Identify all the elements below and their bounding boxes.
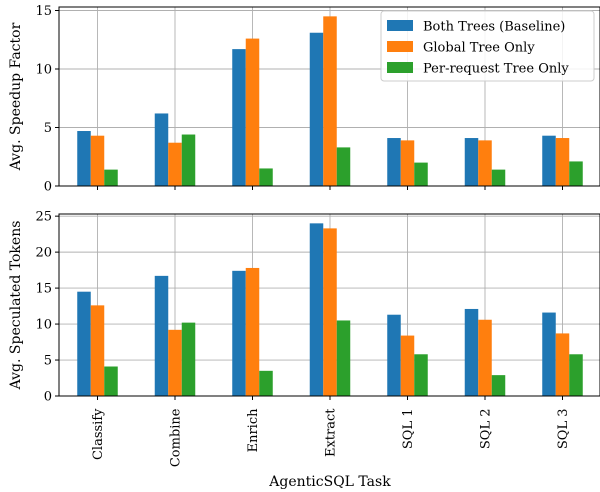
bar-per-request-tree-only-enrich [259,370,273,396]
x-axis-title: AgenticSQL Task [268,474,391,490]
bar-global-tree-only-combine [168,142,182,186]
x-tick-label-extract: Extract [324,408,339,457]
bar-per-request-tree-only-extract [336,320,351,396]
y-tick-label: 0 [44,180,52,195]
bar-per-request-tree-only-sql-2 [491,169,506,186]
legend-label-per-request-tree-only: Per-request Tree Only [423,62,569,77]
bar-both-trees-baseline-extract [309,223,324,396]
bar-both-trees-baseline-sql-2 [464,308,479,396]
bar-global-tree-only-sql-3 [555,138,570,186]
bar-per-request-tree-only-combine [181,322,196,396]
bar-per-request-tree-only-classify [104,169,118,186]
bar-per-request-tree-only-combine [181,134,196,186]
bar-per-request-tree-only-sql-2 [491,375,506,396]
bar-both-trees-baseline-enrich [232,49,246,186]
bar-both-trees-baseline-sql-3 [542,312,556,396]
bar-both-trees-baseline-sql-3 [542,135,556,186]
bar-global-tree-only-enrich [245,267,260,396]
x-tick-label-enrich: Enrich [246,408,261,453]
y-tick-label: 10 [35,318,52,333]
bar-per-request-tree-only-classify [104,366,118,396]
bar-per-request-tree-only-extract [336,147,351,186]
x-tick-label-classify: Classify [91,408,106,460]
bar-both-trees-baseline-classify [77,291,91,396]
y-tick-label: 5 [44,354,52,369]
legend-swatch-both-trees-baseline [387,20,413,31]
x-tick-label-sql-2: SQL 2 [479,409,494,450]
bar-both-trees-baseline-combine [154,113,169,186]
y-tick-label: 15 [35,282,52,297]
bar-global-tree-only-extract [323,228,337,396]
bar-global-tree-only-classify [90,305,105,396]
x-tick-label-combine: Combine [169,408,184,467]
bar-global-tree-only-sql-1 [400,335,415,396]
y-axis-title: Avg. Speculated Tokens [8,221,24,391]
panel-speculated-tokens: 0 5 10 15 20 25 Classify Combine Enrich Extract SQ… [8,210,600,467]
legend: Both Trees (Baseline) Global Tree Only Per… [380,10,595,82]
bar-global-tree-only-enrich [245,38,260,187]
x-tick-label-sql-1: SQL 1 [401,409,416,450]
bar-global-tree-only-sql-1 [400,140,415,186]
y-axis-title: Avg. Speedup Factor [8,22,24,171]
bar-both-trees-baseline-combine [154,275,169,396]
bar-per-request-tree-only-sql-1 [414,162,428,186]
bar-both-trees-baseline-extract [309,32,324,187]
legend-box [380,10,595,82]
bar-both-trees-baseline-sql-2 [464,138,479,186]
legend-label-global-tree-only: Global Tree Only [423,41,535,56]
bar-global-tree-only-classify [90,135,105,186]
bar-per-request-tree-only-enrich [259,168,273,186]
bar-both-trees-baseline-classify [77,131,91,186]
y-tick-label: 0 [44,390,52,405]
bar-global-tree-only-sql-3 [555,333,570,396]
legend-label-both-trees-baseline: Both Trees (Baseline) [423,20,565,35]
y-tick-label: 10 [35,63,52,78]
bar-both-trees-baseline-sql-1 [387,138,401,186]
bar-global-tree-only-combine [168,329,182,396]
bar-global-tree-only-sql-2 [478,319,492,396]
bar-both-trees-baseline-enrich [232,270,246,396]
bar-global-tree-only-extract [323,16,337,186]
legend-swatch-per-request-tree-only [387,62,413,73]
bar-per-request-tree-only-sql-3 [569,161,583,186]
legend-swatch-global-tree-only [387,41,413,52]
bar-per-request-tree-only-sql-3 [569,354,583,396]
panel-speedup: 0 5 10 15 Avg. Speedup Factor [8,4,600,195]
bar-both-trees-baseline-sql-1 [387,314,401,396]
y-tick-label: 15 [35,4,52,19]
y-tick-label: 5 [44,121,52,136]
x-tick-label-sql-3: SQL 3 [556,409,571,450]
bar-global-tree-only-sql-2 [478,140,492,186]
y-tick-label: 20 [35,246,52,261]
bar-per-request-tree-only-sql-1 [414,354,428,396]
y-tick-label: 25 [35,210,52,225]
